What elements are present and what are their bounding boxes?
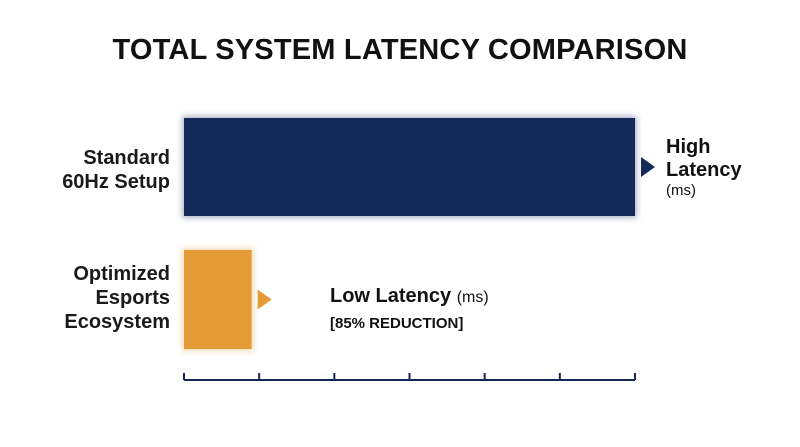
value-label-unit: (ms) — [456, 289, 489, 306]
value-label-unit: (ms) — [666, 182, 696, 199]
category-label-optimized: Optimized Esports Ecosystem — [10, 262, 170, 334]
chart-title: TOTAL SYSTEM LATENCY COMPARISON — [112, 34, 688, 66]
pointer-triangle-icon — [641, 157, 655, 177]
bar-1 — [184, 250, 252, 349]
value-label-line: Latency — [666, 159, 742, 181]
value-label-line: Low Latency — [330, 285, 452, 307]
value-label-line: High — [666, 136, 711, 158]
value-label-high: High Latency (ms) — [666, 136, 742, 200]
category-label-line: Standard — [83, 147, 170, 169]
pointer-triangle-icon — [257, 289, 272, 310]
value-label-low: Low Latency (ms) [85% REDUCTION] — [330, 284, 489, 336]
category-label-line: Esports — [95, 287, 170, 309]
category-label-line: Ecosystem — [64, 311, 170, 333]
value-label-note: [85% REDUCTION] — [330, 315, 464, 332]
category-label-standard: Standard 60Hz Setup — [10, 146, 170, 194]
category-label-line: Optimized — [73, 263, 170, 285]
bar-0 — [184, 118, 635, 216]
category-label-line: 60Hz Setup — [62, 171, 170, 193]
